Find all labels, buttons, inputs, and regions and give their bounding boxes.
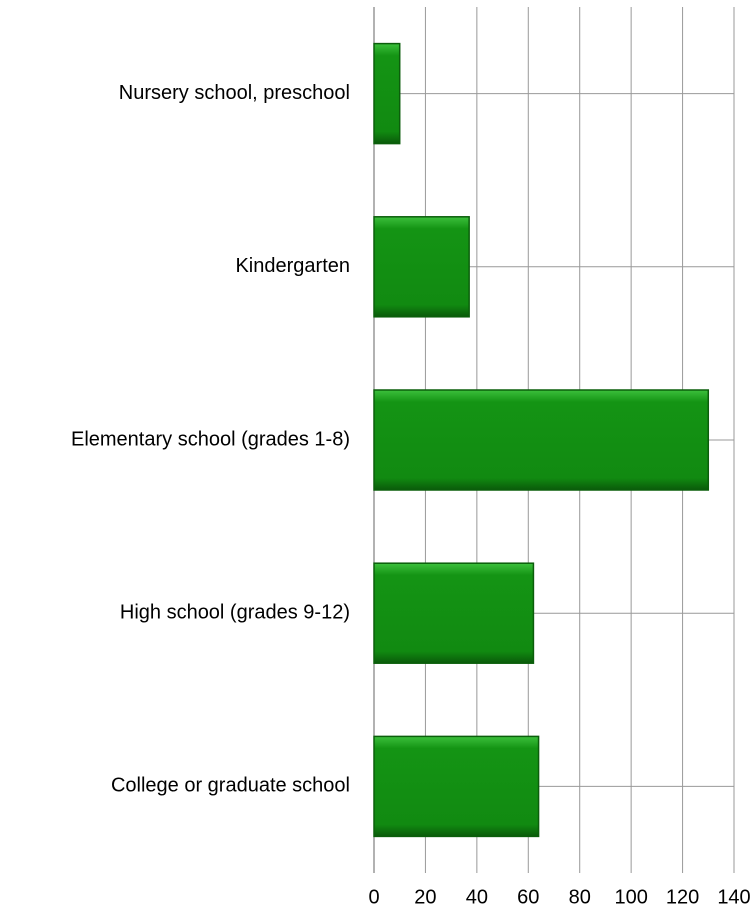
y-tick-label: College or graduate school — [111, 775, 350, 797]
bar — [373, 735, 540, 838]
x-tick-label: 140 — [717, 886, 750, 908]
x-tick-label: 40 — [466, 886, 488, 908]
y-tick-label: Elementary school (grades 1-8) — [71, 428, 350, 450]
x-tick-label: 0 — [368, 886, 379, 908]
y-tick-label: Nursery school, preschool — [119, 82, 350, 104]
bar — [373, 562, 535, 664]
y-tick-label: Kindergarten — [235, 255, 350, 277]
x-tick-label: 120 — [666, 886, 699, 908]
y-tick-label: High school (grades 9-12) — [120, 601, 350, 623]
x-tick-label: 20 — [414, 886, 436, 908]
bar — [373, 216, 470, 318]
x-tick-label: 100 — [614, 886, 647, 908]
bar — [373, 42, 401, 145]
x-tick-label: 60 — [517, 886, 539, 908]
x-tick-label: 80 — [569, 886, 591, 908]
bar — [373, 389, 710, 491]
